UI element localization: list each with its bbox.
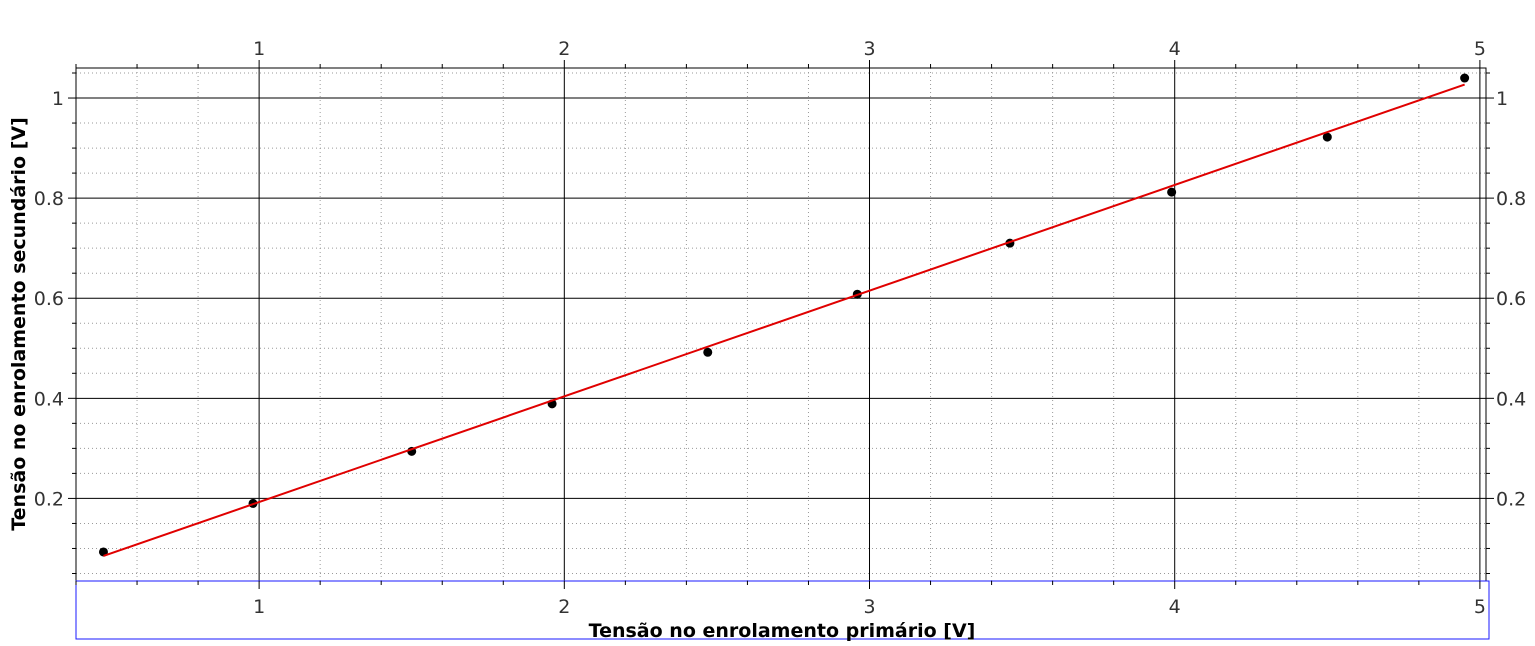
data-point (703, 347, 713, 357)
y-tick-label-left: 0.8 (34, 188, 64, 210)
y-tick-label-right: 0.2 (1496, 488, 1526, 510)
major-grid (76, 68, 1486, 581)
x-tick-label-top: 3 (863, 38, 875, 60)
y-tick-label-left: 1 (52, 88, 64, 110)
y-tick-label-left: 0.6 (34, 288, 64, 310)
y-tick-label-right: 0.8 (1496, 188, 1526, 210)
tick-labels: 1 1 2 2 3 3 4 4 5 5 0.2 0.2 0.4 0.4 0.6 0.6 0.8 0.8 1 1 (34, 38, 1526, 618)
y-tick-label-left: 0.2 (34, 488, 64, 510)
x-tick-label-bottom: 5 (1474, 596, 1486, 618)
series-layer (98, 73, 1470, 557)
fit-line (103, 83, 1465, 557)
axis-ticks (68, 60, 1494, 589)
data-point (1460, 73, 1470, 83)
x-tick-label-top: 1 (253, 38, 265, 60)
x-tick-label-top: 5 (1474, 38, 1486, 60)
x-tick-label-bottom: 1 (253, 596, 265, 618)
x-tick-label-bottom: 4 (1169, 596, 1181, 618)
data-point (1167, 187, 1177, 197)
x-axis-selection-box[interactable] (75, 580, 1490, 640)
y-axis-title: Tensão no enrolamento secundário [V] (8, 117, 30, 531)
y-tick-label-right: 0.4 (1496, 388, 1526, 410)
data-point (1322, 132, 1332, 142)
x-tick-label-top: 2 (558, 38, 570, 60)
x-tick-label-top: 4 (1169, 38, 1181, 60)
x-tick-label-bottom: 3 (863, 596, 875, 618)
plot-frame (75, 67, 1487, 582)
y-tick-label-left: 0.4 (34, 388, 64, 410)
x-tick-label-bottom: 2 (558, 596, 570, 618)
minor-grid (75, 68, 1486, 581)
x-axis-title: Tensão no enrolamento primário [V] (589, 620, 976, 642)
y-tick-label-right: 0.6 (1496, 288, 1526, 310)
y-tick-label-right: 1 (1496, 88, 1508, 110)
